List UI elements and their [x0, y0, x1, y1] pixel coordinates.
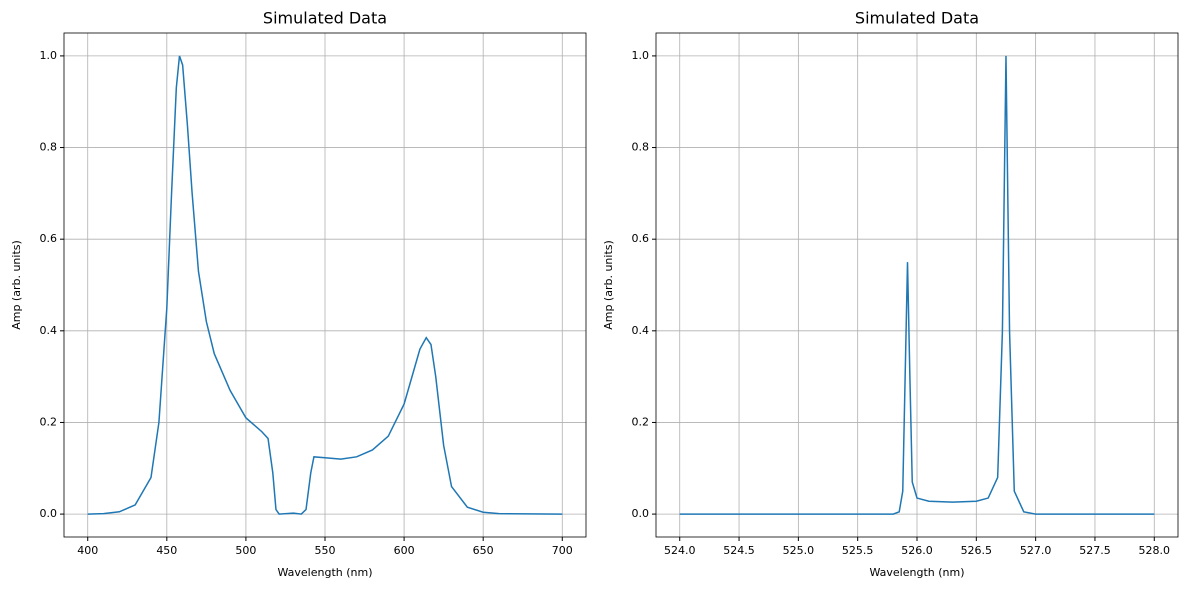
x-tick-label: 550 [315, 544, 336, 557]
x-axis-label: Wavelength (nm) [277, 566, 372, 579]
x-tick-label: 527.5 [1079, 544, 1111, 557]
y-axis-label: Amp (arb. units) [10, 240, 23, 330]
y-tick-label: 0.0 [632, 507, 650, 520]
x-tick-label: 528.0 [1139, 544, 1171, 557]
x-tick-label: 527.0 [1020, 544, 1052, 557]
plot-frame [63, 32, 587, 538]
data-line [679, 55, 1155, 515]
chart-panel: 524.0 524.5 525.0 525.5 526.0 526.5 527.0 527.5… [602, 9, 1179, 579]
chart-title: Simulated Data [855, 9, 979, 28]
plot-frame [655, 32, 1179, 538]
x-tick-label: 450 [156, 544, 177, 557]
x-tick-label: 526.5 [961, 544, 993, 557]
y-tick-label: 0.6 [632, 232, 650, 245]
y-tick-label: 0.8 [632, 141, 650, 154]
x-tick-label: 400 [77, 544, 98, 557]
x-tick-label: 525.0 [783, 544, 815, 557]
x-tick-label: 500 [235, 544, 256, 557]
y-tick-label: 1.0 [632, 49, 650, 62]
y-axis-label: Amp (arb. units) [602, 240, 615, 330]
x-tick-label: 600 [394, 544, 415, 557]
y-tick-label: 0.0 [40, 507, 58, 520]
x-tick-label: 525.5 [842, 544, 874, 557]
chart-panel: 400 450 500 550 600 650 700 0.0 0.2 0.4 0.6 0.8 1.0 S… [10, 9, 587, 579]
y-tick-label: 0.4 [40, 324, 58, 337]
x-tick-label: 524.5 [723, 544, 755, 557]
y-tick-label: 0.4 [632, 324, 650, 337]
y-tick-label: 0.2 [40, 415, 58, 428]
chart-title: Simulated Data [263, 9, 387, 28]
y-tick-label: 0.6 [40, 232, 58, 245]
x-tick-label: 524.0 [664, 544, 696, 557]
y-tick-label: 0.2 [632, 415, 650, 428]
x-tick-label: 526.0 [901, 544, 933, 557]
x-tick-label: 650 [473, 544, 494, 557]
x-tick-label: 700 [552, 544, 573, 557]
y-tick-label: 0.8 [40, 141, 58, 154]
y-tick-label: 1.0 [40, 49, 58, 62]
x-axis-label: Wavelength (nm) [869, 566, 964, 579]
data-line [87, 55, 563, 515]
